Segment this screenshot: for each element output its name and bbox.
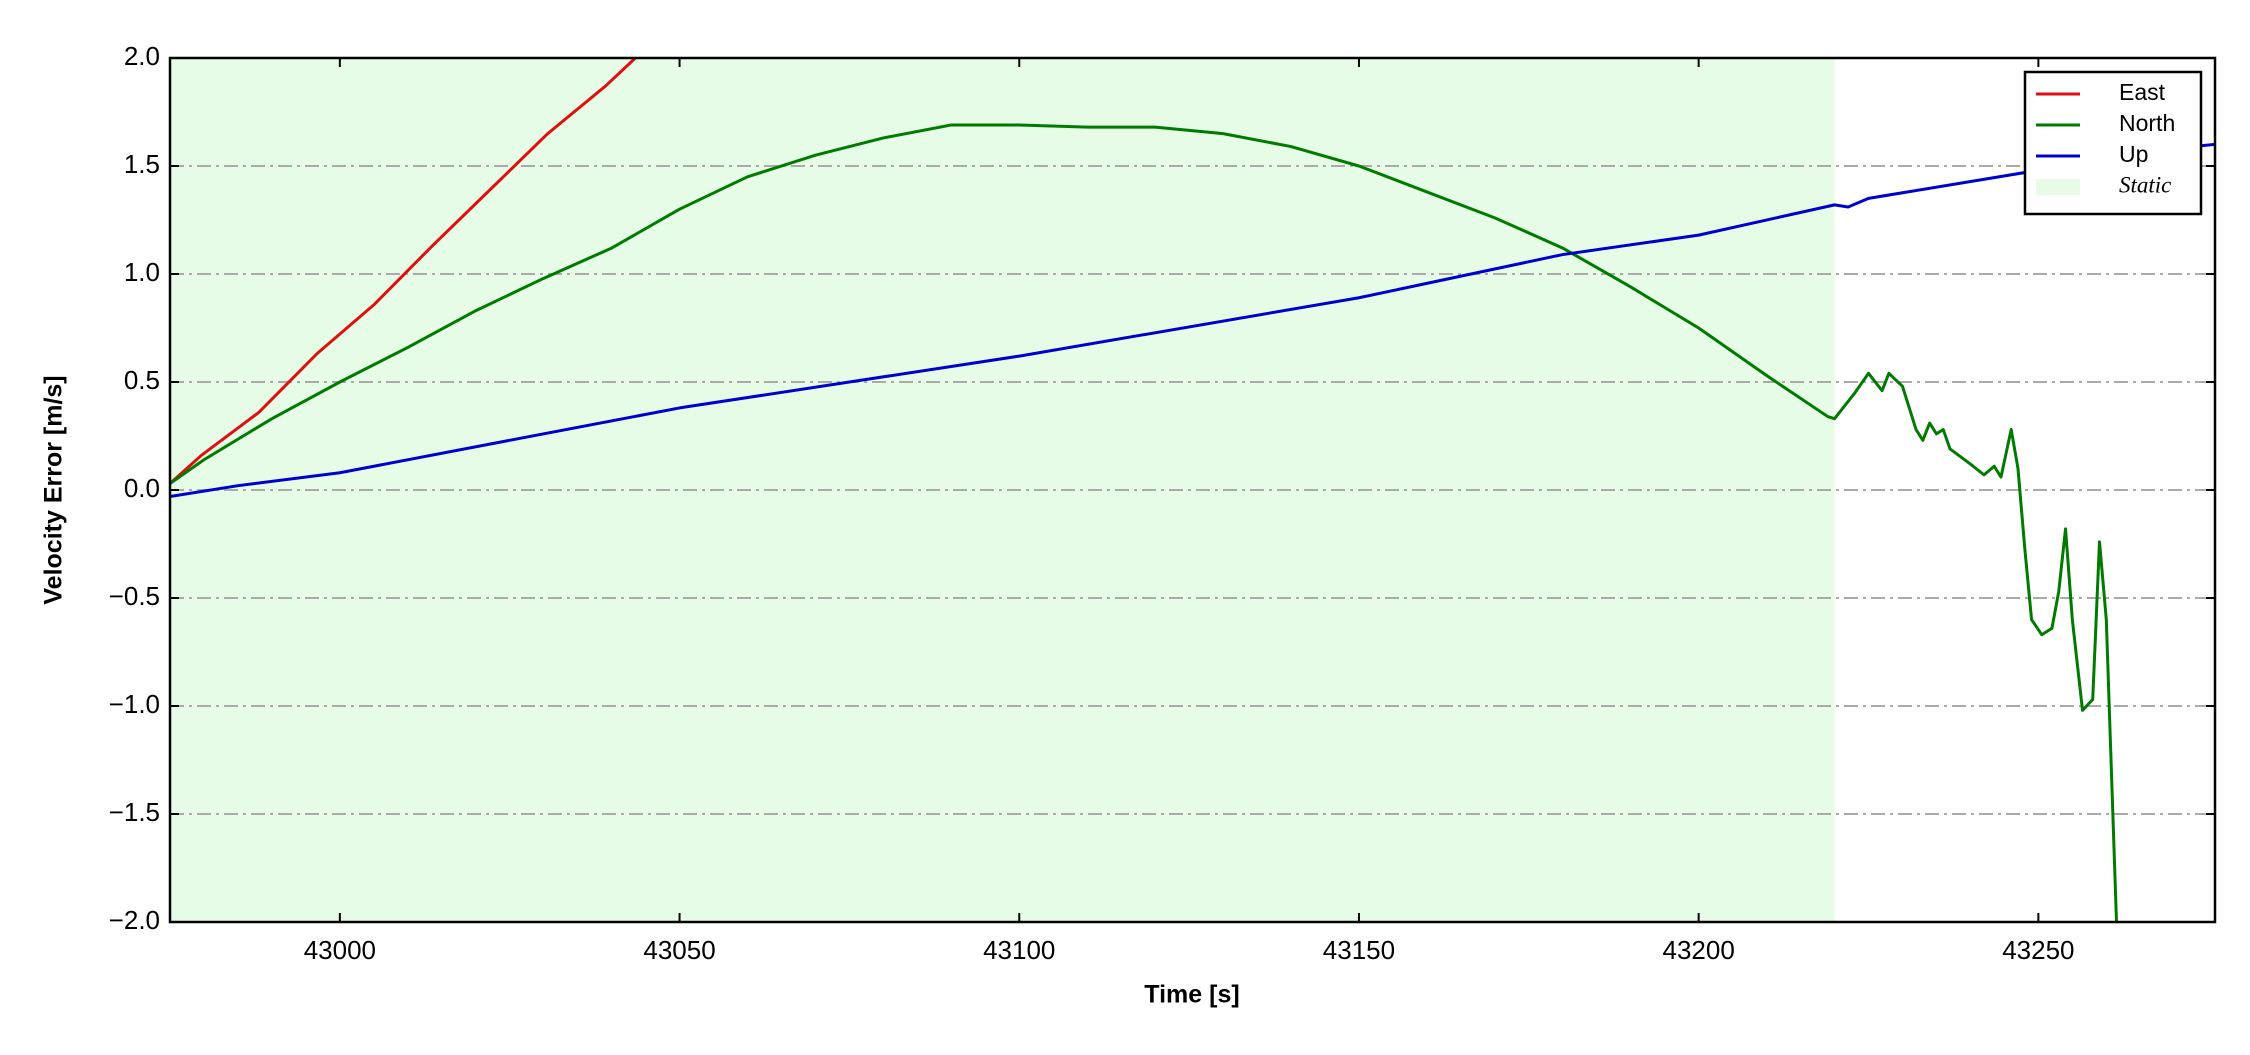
x-tick-label: 43150 bbox=[1323, 935, 1395, 965]
legend: East North Up Static bbox=[2023, 70, 2203, 216]
line-layer bbox=[170, 58, 2215, 922]
y-tick-label: −1.0 bbox=[109, 689, 160, 719]
x-tick-label: 43200 bbox=[1662, 935, 1734, 965]
legend-label: East bbox=[2119, 79, 2166, 105]
y-axis-label: Velocity Error [m/s] bbox=[40, 375, 68, 604]
legend-label: Static bbox=[2119, 172, 2171, 197]
tick-layer: −2.0 −1.5 −1.0 −0.5 0.0 0.5 1.0 1.5 2.0 43000 4305… bbox=[109, 41, 2215, 965]
y-tick-label: 2.0 bbox=[124, 41, 160, 71]
x-tick-label: 43250 bbox=[2002, 935, 2074, 965]
legend-label: North bbox=[2119, 110, 2175, 136]
y-tick-label: 1.5 bbox=[124, 149, 160, 179]
legend-label: Up bbox=[2119, 141, 2148, 167]
y-tick-label: −0.5 bbox=[109, 581, 160, 611]
legend-swatch bbox=[2036, 179, 2080, 195]
x-tick-label: 43000 bbox=[304, 935, 376, 965]
x-axis-label: Time [s] bbox=[1144, 981, 1239, 1009]
x-tick-label: 43050 bbox=[643, 935, 715, 965]
y-tick-label: −2.0 bbox=[109, 905, 160, 935]
series-line bbox=[170, 58, 637, 485]
x-tick-label: 43100 bbox=[983, 935, 1055, 965]
series-line bbox=[170, 142, 2215, 498]
y-tick-label: 1.0 bbox=[124, 257, 160, 287]
y-tick-label: 0.0 bbox=[124, 473, 160, 503]
series-line bbox=[170, 123, 2118, 922]
y-tick-label: 0.5 bbox=[124, 365, 160, 395]
y-tick-label: −1.5 bbox=[109, 797, 160, 827]
